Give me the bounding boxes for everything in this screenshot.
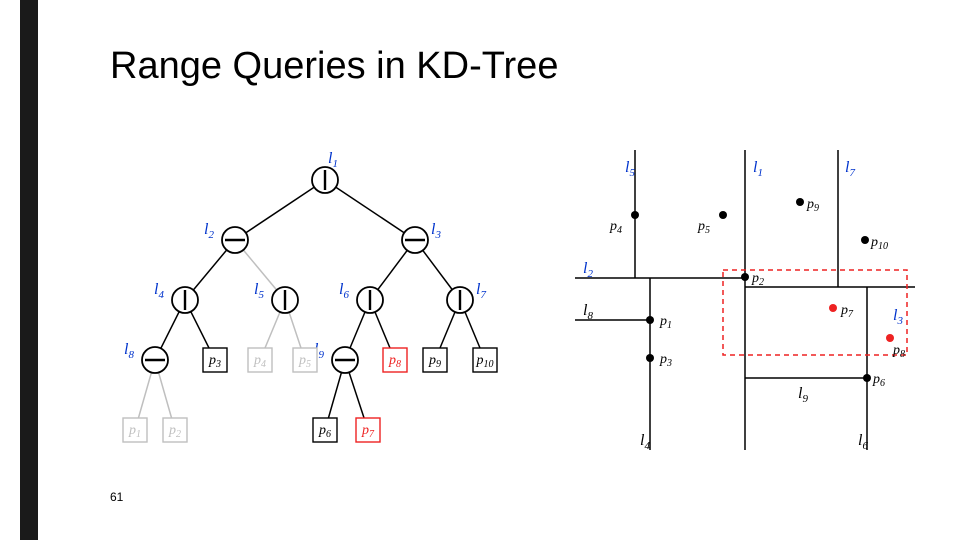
tree-node: l6 xyxy=(339,281,383,313)
partition-label: l2 xyxy=(583,260,593,280)
accent-bar xyxy=(20,0,38,540)
data-point-label: p3 xyxy=(659,352,672,369)
kd-tree-diagram: l1l2l3l4l5l6l7l8l9p3p4p5p8p9p10p1p2p6p7 xyxy=(110,150,540,460)
query-range-box xyxy=(723,270,907,355)
data-point-label: p7 xyxy=(840,303,854,320)
tree-node: l3 xyxy=(402,221,441,253)
tree-leaf: p3 xyxy=(203,348,227,372)
partition-label: l1 xyxy=(753,159,763,179)
tree-leaf: p10 xyxy=(473,348,497,372)
tree-node: l5 xyxy=(254,281,298,313)
data-point xyxy=(646,316,654,324)
partition-label: l8 xyxy=(583,302,593,322)
data-point xyxy=(719,211,727,219)
tree-node: l4 xyxy=(154,281,198,313)
data-point-label: p4 xyxy=(609,219,622,236)
data-point-label: p2 xyxy=(751,271,764,288)
svg-text:l5: l5 xyxy=(254,281,264,301)
data-point-label: p5 xyxy=(697,219,710,236)
data-point-label: p9 xyxy=(806,197,819,214)
svg-text:l7: l7 xyxy=(476,281,486,301)
data-point xyxy=(796,198,804,206)
tree-edge xyxy=(235,180,325,240)
data-point xyxy=(646,354,654,362)
tree-leaf: p8 xyxy=(383,348,407,372)
slide: Range Queries in KD-Tree 61 l1 l2 l3 l4 l5 l6… xyxy=(0,0,960,540)
spatial-partition-diagram: l1l2l3l4l5l6l7l8l9p1p2p3p4p5p6p7p8p9p10 xyxy=(575,150,920,450)
partition-label: l3 xyxy=(893,307,903,327)
data-point-label: p10 xyxy=(870,235,888,252)
partition-label: l9 xyxy=(798,385,808,405)
tree-leaf: p5 xyxy=(293,348,317,372)
data-point xyxy=(741,273,749,281)
tree-leaf: p4 xyxy=(248,348,272,372)
page-number: 61 xyxy=(110,490,123,504)
data-point xyxy=(886,334,894,342)
tree-leaf: p7 xyxy=(356,418,380,442)
data-point xyxy=(631,211,639,219)
data-point xyxy=(861,236,869,244)
tree-node: l7 xyxy=(447,281,486,313)
svg-text:l3: l3 xyxy=(431,221,441,241)
data-point-label: p8 xyxy=(892,343,905,360)
tree-node: l2 xyxy=(204,221,248,253)
tree-leaf: p1 xyxy=(123,418,147,442)
data-point-label: p6 xyxy=(872,372,885,389)
partition-label: l5 xyxy=(625,159,635,179)
tree-leaf: p9 xyxy=(423,348,447,372)
svg-text:l2: l2 xyxy=(204,221,214,241)
tree-node: l1 xyxy=(312,150,338,193)
data-point xyxy=(863,374,871,382)
svg-text:l8: l8 xyxy=(124,341,134,361)
svg-text:l6: l6 xyxy=(339,281,349,301)
partition-label: l4 xyxy=(640,432,650,450)
tree-leaf: p2 xyxy=(163,418,187,442)
page-title: Range Queries in KD-Tree xyxy=(110,45,558,88)
data-point xyxy=(829,304,837,312)
svg-text:l4: l4 xyxy=(154,281,164,301)
tree-leaf: p6 xyxy=(313,418,337,442)
partition-label: l7 xyxy=(845,159,855,179)
data-point-label: p1 xyxy=(659,314,672,331)
tree-edge xyxy=(325,180,415,240)
